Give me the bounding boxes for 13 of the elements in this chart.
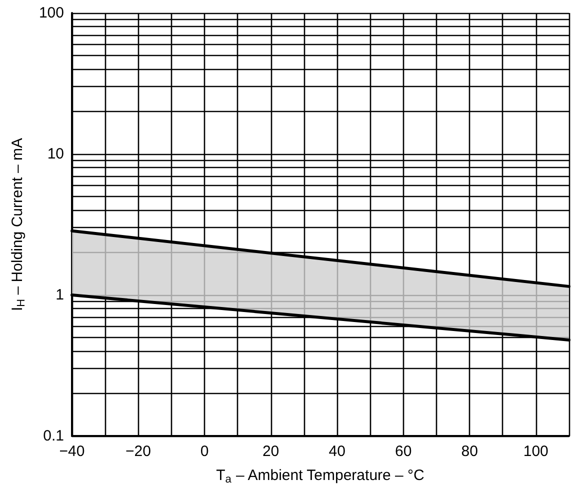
x-tick-label: 60 xyxy=(394,443,412,460)
x-tick-label: 40 xyxy=(328,443,346,460)
x-tick-label: 20 xyxy=(262,443,280,460)
x-tick-label: 100 xyxy=(523,443,548,460)
x-tick-label: 0 xyxy=(200,443,209,460)
x-tick-label: 80 xyxy=(461,443,478,460)
y-tick-label: 1 xyxy=(56,286,64,304)
x-tick-label: −20 xyxy=(126,443,151,460)
y-axis-title: IH – Holding Current – mA xyxy=(9,138,28,312)
y-tick-label: 100 xyxy=(38,4,64,22)
y-tick-label: 10 xyxy=(47,146,64,162)
y-tick-label: 0.1 xyxy=(43,428,64,444)
x-tick-label: −40 xyxy=(59,443,85,460)
